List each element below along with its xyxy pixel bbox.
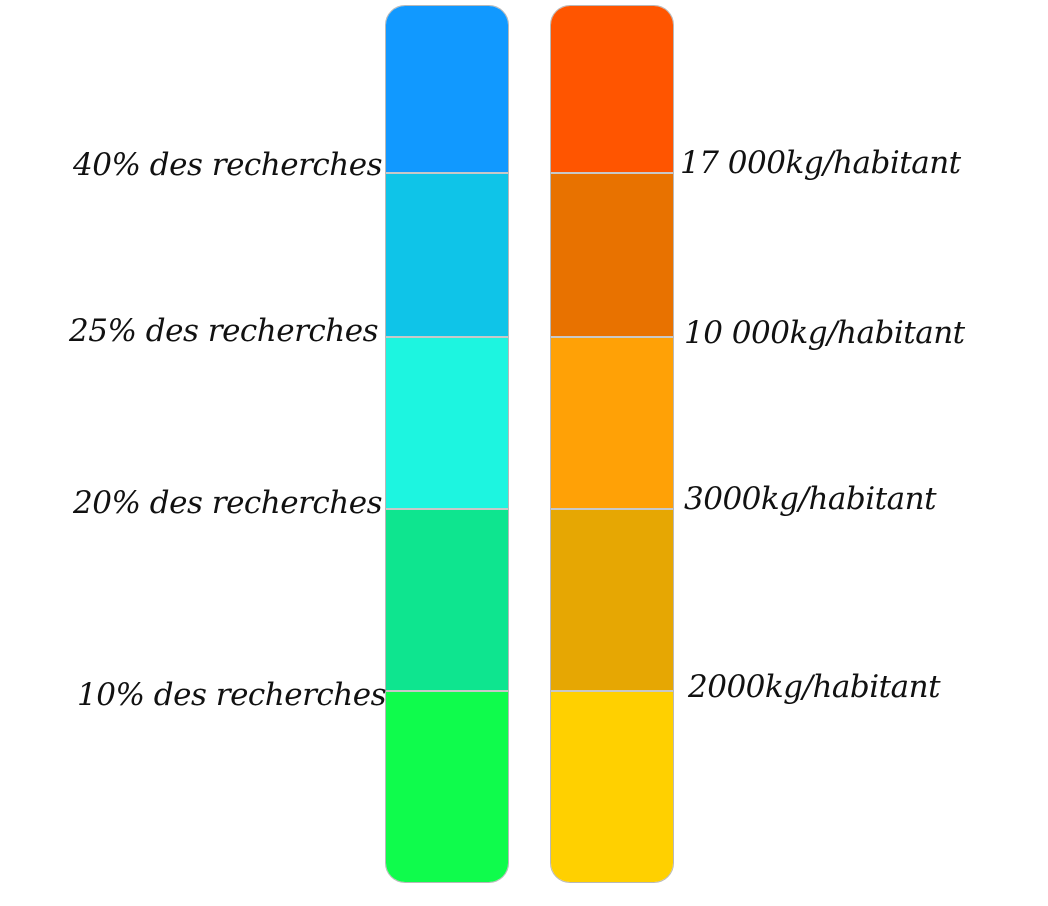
threshold-label: 20% des recherches — [73, 485, 382, 521]
color-band — [551, 690, 673, 882]
threshold-label: 2000kg/habitant — [688, 669, 941, 705]
threshold-label: 10% des recherches — [77, 677, 386, 713]
waste-per-capita-color-scale — [550, 5, 674, 883]
search-share-color-scale — [385, 5, 509, 883]
threshold-label: 25% des recherches — [69, 313, 378, 349]
color-band — [386, 172, 508, 338]
color-band — [551, 336, 673, 510]
color-band — [386, 6, 508, 172]
threshold-label: 17 000kg/habitant — [680, 145, 961, 181]
color-band — [386, 336, 508, 510]
color-band — [386, 508, 508, 692]
threshold-label: 40% des recherches — [73, 147, 382, 183]
threshold-label: 10 000kg/habitant — [684, 315, 965, 351]
color-band — [551, 172, 673, 338]
threshold-label: 3000kg/habitant — [684, 481, 937, 517]
color-band — [551, 6, 673, 172]
color-band — [551, 508, 673, 692]
color-band — [386, 690, 508, 882]
